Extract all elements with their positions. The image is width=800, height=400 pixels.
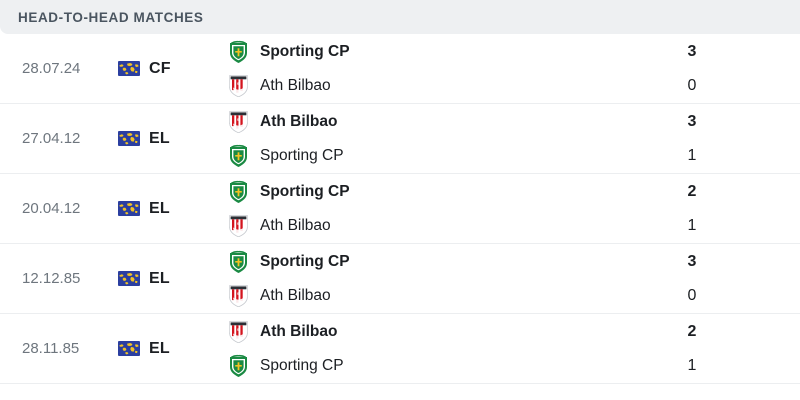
score-cell: 2 1	[602, 321, 782, 376]
world-flag-icon	[118, 271, 140, 286]
competition-label: EL	[149, 339, 170, 357]
away-team-score: 1	[687, 357, 697, 374]
competition-label: EL	[149, 199, 170, 217]
score-cell: 2 1	[602, 181, 782, 236]
home-team-name: Ath Bilbao	[260, 112, 338, 130]
competition-cell: EL	[118, 340, 218, 358]
home-team-name: Ath Bilbao	[260, 322, 338, 340]
home-team-name: Sporting CP	[260, 42, 350, 60]
match-date: 20.04.12	[22, 200, 81, 217]
match-list: 28.07.24 CF	[0, 34, 800, 384]
ath-bilbao-crest	[228, 74, 249, 98]
away-team-score: 1	[687, 217, 697, 234]
teams-cell: Ath Bilbao Sporting CP	[218, 320, 602, 377]
home-team-score: 2	[687, 183, 697, 200]
match-date: 27.04.12	[22, 130, 81, 147]
table-row[interactable]: 27.04.12 EL	[0, 104, 800, 174]
home-team-row[interactable]: Sporting CP	[228, 180, 602, 203]
ath-bilbao-crest	[228, 110, 249, 134]
away-team-name: Ath Bilbao	[260, 216, 331, 234]
competition-cell: EL	[118, 270, 218, 288]
home-team-row[interactable]: Sporting CP	[228, 250, 602, 273]
score-cell: 3 0	[602, 41, 782, 96]
competition-cell: EL	[118, 130, 218, 148]
away-team-row[interactable]: Ath Bilbao	[228, 284, 602, 308]
home-team-name: Sporting CP	[260, 182, 350, 200]
competition-cell: CF	[118, 60, 218, 78]
match-date: 12.12.85	[22, 270, 81, 287]
score-cell: 3 0	[602, 251, 782, 306]
world-flag-icon	[118, 201, 140, 216]
competition-label: EL	[149, 269, 170, 287]
home-team-name: Sporting CP	[260, 252, 350, 270]
away-team-score: 0	[687, 287, 697, 304]
away-team-name: Sporting CP	[260, 356, 344, 374]
home-team-score: 2	[687, 323, 697, 340]
home-team-score: 3	[687, 43, 697, 60]
ath-bilbao-crest	[228, 214, 249, 238]
home-team-row[interactable]: Sporting CP	[228, 40, 602, 63]
away-team-row[interactable]: Ath Bilbao	[228, 74, 602, 98]
teams-cell: Sporting CP Ath Bilbao	[218, 250, 602, 308]
sporting-cp-crest	[228, 144, 249, 167]
teams-cell: Ath Bilbao Sporting CP	[218, 110, 602, 167]
table-row[interactable]: 28.07.24 CF	[0, 34, 800, 104]
sporting-cp-crest	[228, 250, 249, 273]
away-team-name: Sporting CP	[260, 146, 344, 164]
home-team-row[interactable]: Ath Bilbao	[228, 320, 602, 344]
match-date: 28.11.85	[22, 340, 80, 357]
away-team-row[interactable]: Ath Bilbao	[228, 214, 602, 238]
away-team-row[interactable]: Sporting CP	[228, 354, 602, 377]
competition-label: CF	[149, 59, 171, 77]
sporting-cp-crest	[228, 180, 249, 203]
world-flag-icon	[118, 61, 140, 76]
world-flag-icon	[118, 131, 140, 146]
competition-cell: EL	[118, 200, 218, 218]
section-header: HEAD-TO-HEAD MATCHES	[0, 0, 800, 34]
match-date: 28.07.24	[22, 60, 81, 77]
sporting-cp-crest	[228, 354, 249, 377]
away-team-row[interactable]: Sporting CP	[228, 144, 602, 167]
page-title: HEAD-TO-HEAD MATCHES	[18, 9, 204, 25]
teams-cell: Sporting CP Ath Bilbao	[218, 40, 602, 98]
away-team-name: Ath Bilbao	[260, 286, 331, 304]
home-team-score: 3	[687, 253, 697, 270]
away-team-score: 0	[687, 77, 697, 94]
table-row[interactable]: 12.12.85 EL	[0, 244, 800, 314]
ath-bilbao-crest	[228, 284, 249, 308]
ath-bilbao-crest	[228, 320, 249, 344]
table-row[interactable]: 28.11.85 EL	[0, 314, 800, 384]
sporting-cp-crest	[228, 40, 249, 63]
home-team-score: 3	[687, 113, 697, 130]
away-team-name: Ath Bilbao	[260, 76, 331, 94]
home-team-row[interactable]: Ath Bilbao	[228, 110, 602, 134]
world-flag-icon	[118, 341, 140, 356]
away-team-score: 1	[687, 147, 697, 164]
teams-cell: Sporting CP Ath Bilbao	[218, 180, 602, 238]
competition-label: EL	[149, 129, 170, 147]
table-row[interactable]: 20.04.12 EL	[0, 174, 800, 244]
score-cell: 3 1	[602, 111, 782, 166]
